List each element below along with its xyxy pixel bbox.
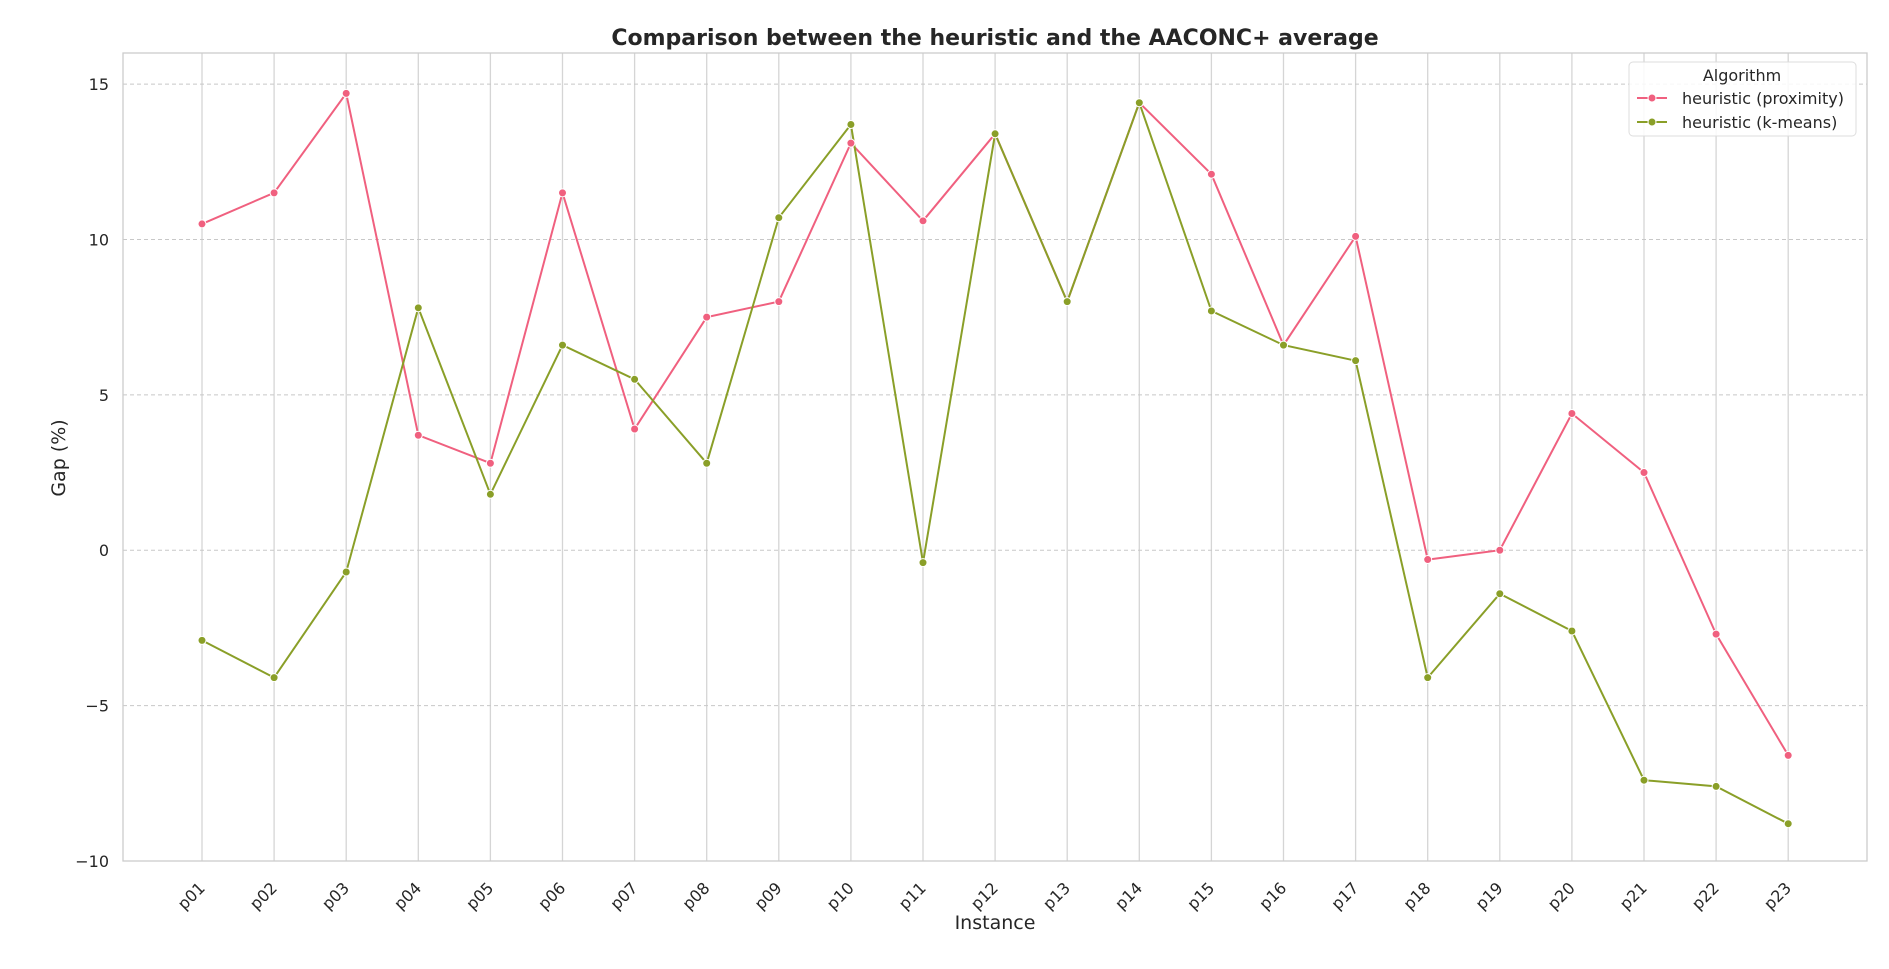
y-tick-label: −5 bbox=[85, 697, 109, 716]
legend-box bbox=[1628, 61, 1857, 137]
series-1-point bbox=[558, 188, 567, 198]
legend-entries: heuristic (proximity) heuristic (k-means) bbox=[1637, 89, 1844, 132]
series-2-point bbox=[197, 635, 207, 645]
series-2-point bbox=[990, 129, 1000, 139]
y-axis-ticks: −10 −5 0 5 10 15 bbox=[75, 75, 109, 871]
y-tick-label: 10 bbox=[89, 230, 109, 249]
legend-swatch-marker-1 bbox=[1647, 93, 1657, 103]
series-2-point bbox=[1062, 297, 1072, 307]
series-1-point bbox=[1567, 408, 1577, 418]
series-2-point bbox=[1351, 356, 1361, 366]
series-1-point bbox=[1206, 169, 1216, 179]
series-1-point bbox=[413, 430, 423, 440]
series-2-point bbox=[269, 673, 279, 683]
legend-title: Algorithm bbox=[1703, 66, 1781, 85]
series-1-point bbox=[1495, 545, 1505, 555]
series-2-point bbox=[1206, 306, 1216, 316]
series-2-point bbox=[1783, 819, 1793, 829]
series-1-point bbox=[774, 297, 784, 307]
series-markers bbox=[197, 88, 1793, 829]
series-1-point bbox=[918, 216, 928, 226]
series-2-point bbox=[341, 567, 351, 577]
legend-label-1: heuristic (proximity) bbox=[1682, 89, 1844, 108]
series-2-point bbox=[1423, 673, 1433, 683]
series-2-point bbox=[702, 458, 712, 468]
series-1-point bbox=[1423, 555, 1433, 565]
series-2-point bbox=[485, 489, 495, 499]
legend: Algorithm heuristic (proximity)heuristic… bbox=[1628, 61, 1857, 137]
x-axis-label: Instance bbox=[955, 912, 1036, 934]
series-1-point bbox=[485, 458, 495, 468]
series-2-point bbox=[1639, 775, 1649, 785]
series-2-point bbox=[1711, 781, 1721, 791]
chart-title: Comparison between the heuristic and the… bbox=[611, 26, 1378, 51]
series-1-point bbox=[1783, 750, 1793, 760]
series-1-point bbox=[197, 219, 207, 229]
series-2-point bbox=[1134, 98, 1144, 108]
series-1-point bbox=[630, 424, 640, 434]
series-2-point bbox=[1495, 589, 1505, 599]
x-gridlines bbox=[201, 53, 1789, 861]
series-2-point bbox=[774, 213, 784, 223]
y-tick-label: 0 bbox=[99, 541, 109, 560]
legend-swatch-marker-2 bbox=[1647, 117, 1657, 127]
series-2-point bbox=[846, 119, 856, 129]
series-2-point bbox=[413, 303, 423, 313]
series-1-point bbox=[341, 88, 351, 98]
series-1-point bbox=[846, 138, 856, 148]
y-axis-label: Gap (%) bbox=[48, 419, 70, 496]
y-tick-label: 5 bbox=[99, 386, 109, 405]
series-1-point bbox=[1711, 629, 1721, 639]
series-1-point bbox=[1351, 231, 1361, 241]
legend-label-2: heuristic (k-means) bbox=[1682, 113, 1837, 132]
series-2-point bbox=[630, 374, 640, 384]
series-1-point bbox=[269, 188, 279, 198]
series-1-point bbox=[1639, 468, 1649, 478]
plot-area-frame bbox=[122, 52, 1868, 862]
series-2-point bbox=[1279, 340, 1288, 350]
y-tick-label: −10 bbox=[75, 852, 109, 871]
y-tick-label: 15 bbox=[89, 75, 109, 94]
series-2-point bbox=[918, 558, 928, 568]
series-2-point bbox=[558, 340, 567, 350]
series-2-point bbox=[1567, 626, 1577, 636]
series-1-point bbox=[702, 312, 712, 322]
